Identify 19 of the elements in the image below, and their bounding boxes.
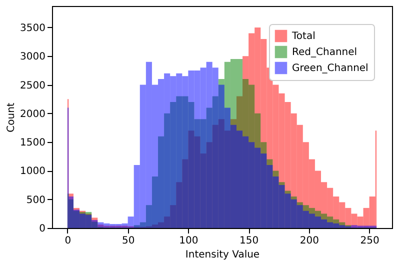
x-tick-label: 50	[122, 236, 135, 246]
legend-label: Red_Channel	[292, 47, 358, 58]
x-tick-label: 0	[64, 236, 72, 246]
y-tick-label: 2000	[20, 108, 46, 120]
x-tick-label: 250	[360, 236, 380, 246]
x-tick-label: 200	[300, 236, 319, 246]
x-tick-label: 100	[179, 236, 198, 246]
y-tick-label: 3500	[20, 22, 46, 34]
y-tick-label: 1000	[20, 166, 46, 178]
y-tick-label: 500	[26, 194, 46, 206]
x-tick-label: 150	[240, 236, 259, 246]
x-axis-title: Intensity Value	[185, 250, 260, 260]
y-tick-label: 0	[39, 224, 46, 234]
y-tick-label: 3000	[20, 52, 46, 63]
legend-label: Green_Channel	[292, 63, 368, 74]
y-tick-label: 1500	[20, 138, 46, 149]
y-tick-label: 2500	[20, 80, 46, 92]
legend-label: Total	[291, 31, 316, 42]
y-axis-title: Count	[6, 102, 18, 132]
